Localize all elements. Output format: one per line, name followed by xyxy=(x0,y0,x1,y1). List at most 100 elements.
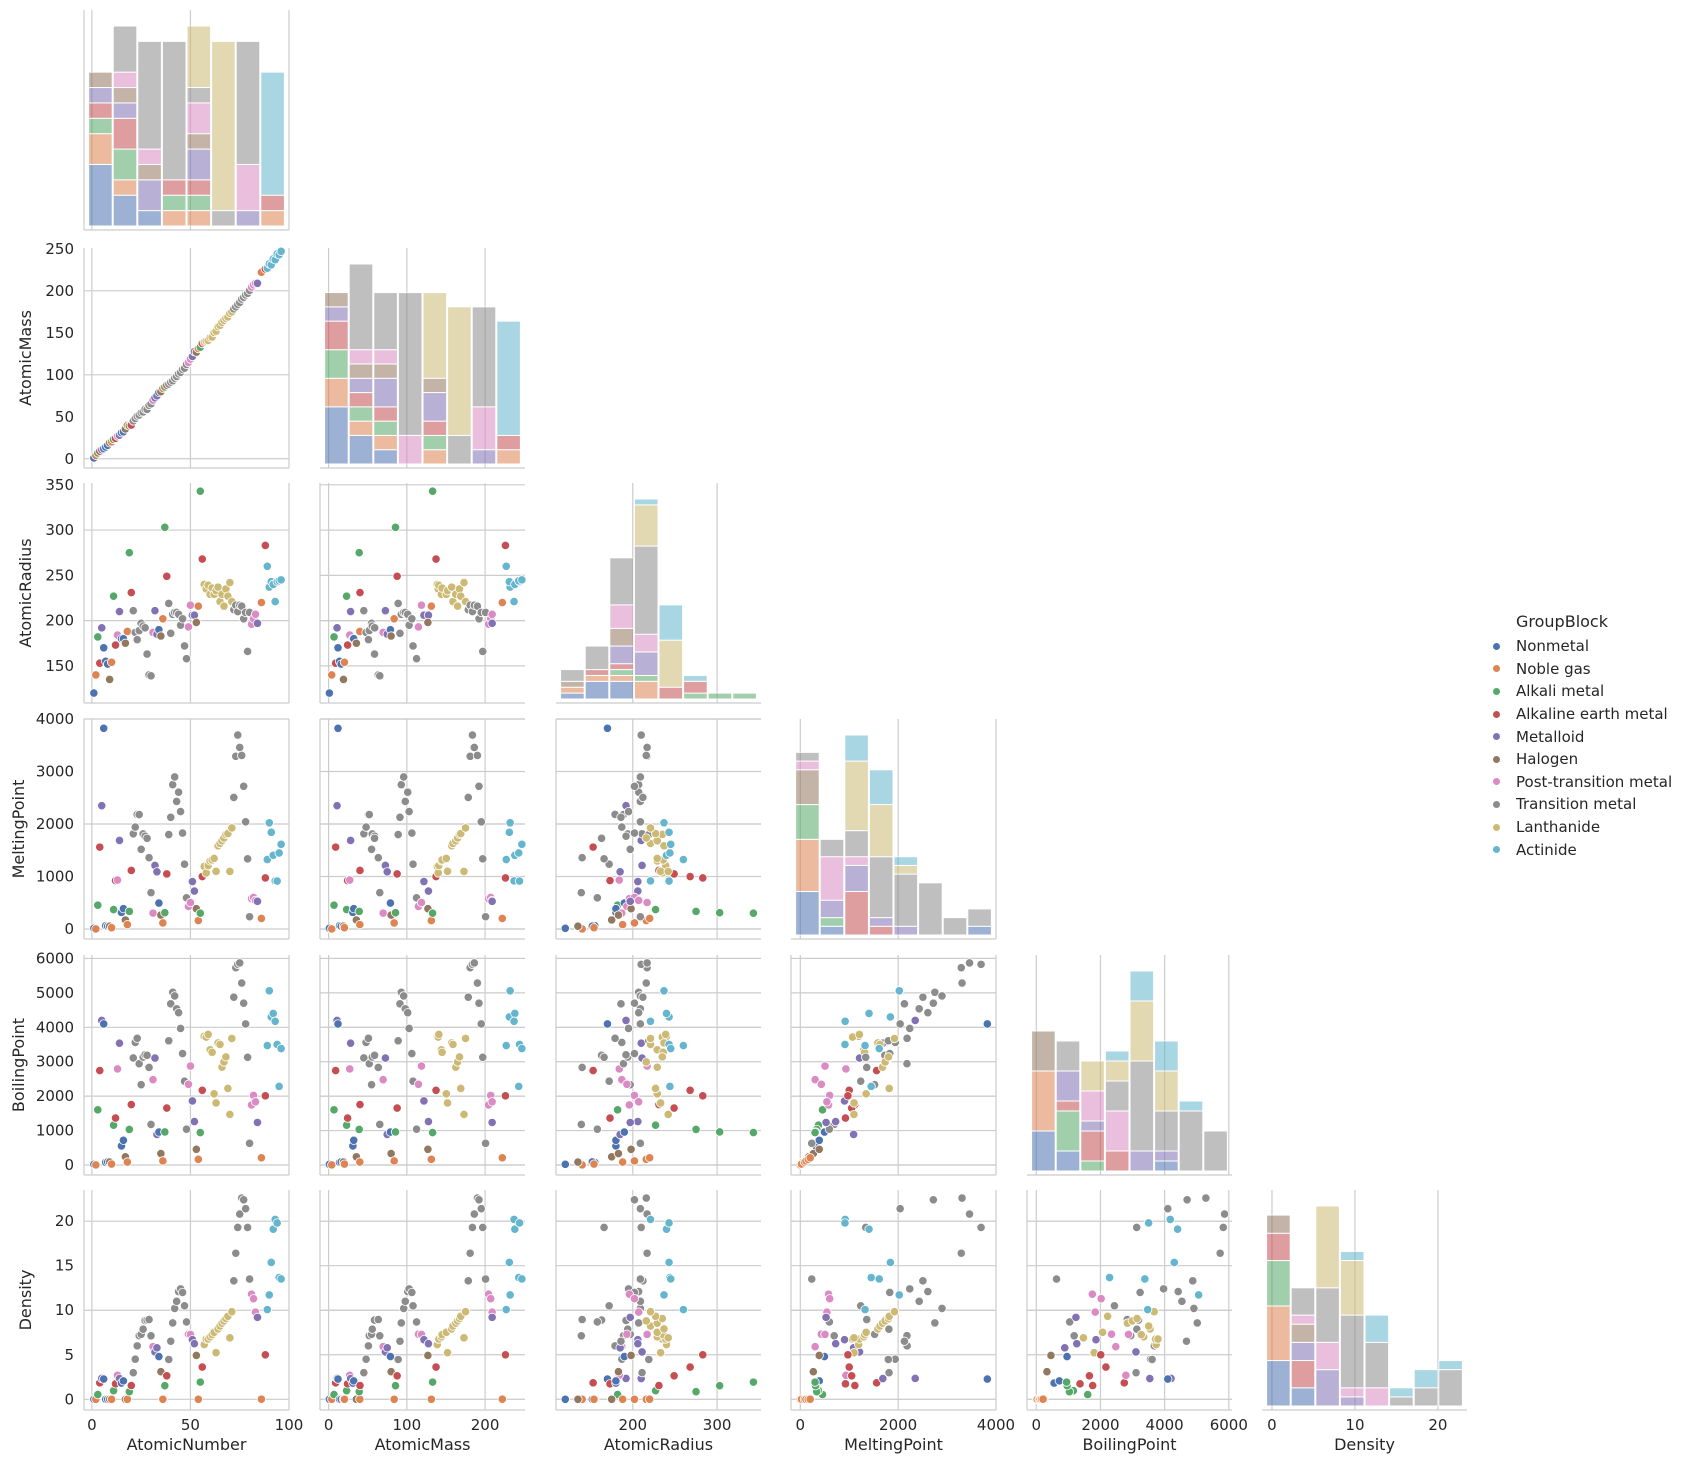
scatter-point xyxy=(910,1373,920,1384)
hist-bar xyxy=(918,882,943,936)
scatter-point xyxy=(333,1374,343,1384)
scatter-point xyxy=(825,1294,835,1304)
scatter-point xyxy=(99,643,109,653)
scatter-point xyxy=(576,1331,586,1341)
hist-bar xyxy=(633,680,659,700)
scatter-point xyxy=(229,792,239,803)
scatter-point xyxy=(656,1348,666,1358)
hist-bar xyxy=(422,434,448,451)
scatter-point xyxy=(442,1098,453,1108)
scatter-point xyxy=(106,1159,117,1169)
scatter-point xyxy=(657,1052,667,1062)
scatter-point xyxy=(399,991,409,1001)
scatter-point xyxy=(621,831,631,841)
scatter-point xyxy=(256,597,267,608)
hist-bar xyxy=(348,406,374,422)
hist-bar xyxy=(732,692,757,700)
hist-bar xyxy=(112,102,138,119)
hist-bar xyxy=(324,306,349,322)
scatter-point xyxy=(645,1394,655,1404)
scatter-point xyxy=(359,1368,369,1378)
scatter-point xyxy=(820,1061,830,1071)
scatter-point xyxy=(395,628,405,638)
ytick-label: 5 xyxy=(64,1346,74,1364)
scatter-point xyxy=(588,1378,598,1388)
scatter-point xyxy=(146,1119,156,1129)
scatter-point xyxy=(889,1033,900,1044)
hist-bar xyxy=(893,925,919,936)
hist-bar xyxy=(1389,1387,1414,1398)
scatter-point xyxy=(497,1153,507,1163)
hist-bar xyxy=(1031,1130,1056,1172)
scatter-point xyxy=(235,1209,245,1219)
hist-bar xyxy=(348,420,374,436)
hist-bar xyxy=(137,40,162,150)
xtick-label: 100 xyxy=(275,1416,304,1434)
hist-bar xyxy=(1055,1100,1081,1112)
scatter-point xyxy=(849,1109,859,1120)
scatter-point xyxy=(1051,1274,1062,1284)
hist-bar xyxy=(1154,1110,1179,1152)
scatter-point xyxy=(661,1008,672,1018)
scatter-point xyxy=(179,641,190,651)
hist-bar xyxy=(161,194,187,212)
scatter-point xyxy=(89,688,99,698)
scatter-point xyxy=(902,1033,912,1043)
scatter-point xyxy=(618,1157,628,1167)
hist-bar xyxy=(324,377,349,408)
hist-bar xyxy=(1438,1360,1463,1371)
scatter-point xyxy=(976,959,986,969)
ytick-label: 20 xyxy=(55,1212,74,1230)
scatter-point xyxy=(637,860,647,871)
scatter-point xyxy=(174,787,184,797)
scatter-point xyxy=(185,897,196,908)
legend-marker-dot-icon xyxy=(1493,710,1500,718)
scatter-point xyxy=(144,1314,154,1325)
scatter-point xyxy=(187,1096,198,1106)
hist-bar xyxy=(422,377,448,394)
scatter-point xyxy=(666,839,676,849)
hist-bar xyxy=(1290,1287,1316,1316)
scatter-point xyxy=(243,854,253,864)
panel-boilingpoint-vs-boilingpoint xyxy=(1027,955,1232,1176)
scatter-point xyxy=(366,1080,377,1090)
scatter-point xyxy=(691,1387,701,1397)
scatter-point xyxy=(459,866,469,877)
ytick-label: 4000 xyxy=(36,710,74,728)
scatter-point xyxy=(363,635,374,645)
scatter-point xyxy=(560,1159,570,1169)
legend-label: Alkaline earth metal xyxy=(1516,705,1668,724)
scatter-point xyxy=(844,1362,854,1372)
scatter-point xyxy=(1188,1276,1198,1286)
scatter-point xyxy=(664,876,674,886)
xtick-label: 100 xyxy=(393,1416,422,1434)
scatter-point xyxy=(1135,1287,1145,1298)
scatter-point xyxy=(1143,1305,1153,1315)
scatter-point xyxy=(332,801,342,811)
scatter-point xyxy=(355,587,365,598)
scatter-point xyxy=(126,1099,136,1110)
legend-item-actinide: Actinide xyxy=(1478,838,1701,861)
hist-bar xyxy=(967,908,992,927)
scatter-point xyxy=(105,674,115,685)
scatter-point xyxy=(327,670,337,680)
legend-item-nonmetal: Nonmetal xyxy=(1478,635,1701,658)
scatter-point xyxy=(370,623,380,633)
hist-bar xyxy=(348,263,374,351)
scatter-point xyxy=(363,1033,374,1043)
hist-bar xyxy=(795,769,820,806)
scatter-point xyxy=(355,1380,365,1391)
scatter-point xyxy=(189,886,199,896)
scatter-point xyxy=(345,1038,356,1048)
hist-bar xyxy=(560,669,585,682)
scatter-point xyxy=(164,1354,174,1365)
scatter-point xyxy=(197,1362,207,1372)
scatter-point xyxy=(181,654,192,664)
scatter-point xyxy=(276,1274,286,1284)
scatter-point xyxy=(339,923,350,933)
scatter-point xyxy=(605,875,615,886)
scatter-point xyxy=(400,796,410,807)
scatter-point xyxy=(426,1154,436,1164)
scatter-point xyxy=(678,1040,688,1051)
scatter-point xyxy=(1131,1347,1141,1357)
